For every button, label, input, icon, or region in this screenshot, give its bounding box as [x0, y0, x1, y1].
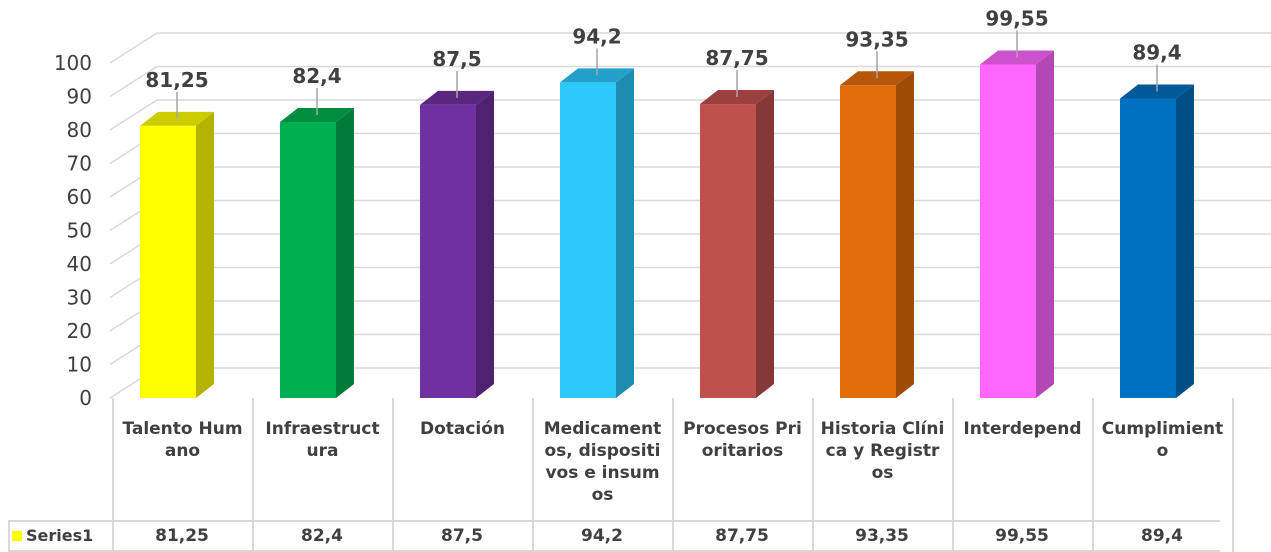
bar: [280, 107, 354, 399]
table-bottom-border: [8, 550, 1220, 552]
bar-front: [700, 104, 756, 398]
data-label: 89,4: [1132, 41, 1181, 65]
bar: [140, 111, 214, 398]
table-column-divider: [112, 398, 114, 552]
series-color-key: [12, 530, 22, 541]
table-column-divider: [392, 398, 394, 552]
category-label: Procesos Prioritarios: [683, 419, 802, 461]
bar: [980, 50, 1054, 398]
bar: [1120, 84, 1194, 398]
category-label: Talento Humano: [122, 419, 243, 461]
y-tick-label: 0: [79, 386, 92, 410]
bar-side: [616, 68, 634, 399]
y-axis-ticks: 0 10 20 30 40 50 60 70 80 90 100: [54, 51, 92, 410]
table-column-divider: [672, 398, 674, 552]
table-value: 94,2: [581, 526, 623, 546]
table-value: 93,35: [855, 526, 909, 546]
gridline-diagonal: [109, 32, 158, 64]
data-label: 94,2: [572, 24, 621, 48]
bar-front: [840, 85, 896, 398]
series-name: Series1: [26, 526, 94, 545]
bar-front: [140, 125, 196, 398]
bar: [700, 90, 774, 398]
bar-side: [476, 90, 494, 398]
bar: [840, 71, 914, 398]
data-label: 99,55: [985, 7, 1048, 31]
bar-side: [896, 71, 914, 398]
series-legend: Series1: [12, 524, 93, 548]
table-left-border: [8, 520, 10, 552]
table-value: 87,5: [441, 526, 483, 546]
y-tick-label: 100: [54, 51, 92, 75]
gridline-diagonal: [109, 99, 158, 131]
table-column-divider: [1092, 398, 1094, 552]
table-column-divider: [532, 398, 534, 552]
y-tick-label: 20: [67, 319, 92, 343]
bar-side: [196, 111, 214, 398]
bar: [420, 90, 494, 398]
data-label: 87,75: [705, 46, 768, 70]
bar-front: [1120, 98, 1176, 398]
table-column-divider: [952, 398, 954, 552]
bar: [560, 68, 634, 399]
table-value: 87,75: [715, 526, 769, 546]
data-label: 81,25: [145, 68, 208, 92]
bar-side: [336, 107, 354, 399]
bars: [140, 50, 1194, 399]
category-label: Cumplimiento: [1101, 419, 1224, 461]
table-value: 81,25: [155, 526, 209, 546]
data-label: 87,5: [432, 47, 481, 71]
y-tick-label: 60: [67, 185, 92, 209]
y-tick-label: 80: [67, 118, 92, 142]
table-value: 99,55: [995, 526, 1049, 546]
data-label: 82,4: [292, 64, 341, 88]
table-row-divider: [8, 520, 1220, 522]
bar-side: [1036, 50, 1054, 398]
bar-side: [1176, 84, 1194, 398]
y-tick-label: 30: [67, 286, 92, 310]
bar-front: [280, 121, 336, 399]
table-value: 89,4: [1141, 526, 1183, 546]
bar-front: [980, 64, 1036, 398]
category-label: Dotación: [419, 419, 506, 439]
table-column-divider: [1232, 398, 1234, 552]
y-tick-label: 70: [67, 152, 92, 176]
gridline-diagonal: [109, 65, 158, 98]
y-tick-label: 10: [67, 353, 92, 377]
y-tick-label: 50: [67, 219, 92, 243]
table-value: 82,4: [301, 526, 343, 546]
category-label: Historia Clínica y Registros: [820, 419, 945, 483]
y-tick-label: 90: [67, 85, 92, 109]
category-label: Infraestructura: [265, 419, 380, 461]
data-label: 93,35: [845, 27, 908, 51]
bar-front: [560, 82, 616, 399]
y-tick-label: 40: [67, 252, 92, 276]
bar-side: [756, 90, 774, 398]
category-label: Medicamentos, dispositivos e insumos: [543, 419, 662, 505]
table-column-divider: [812, 398, 814, 552]
category-label: Interdepend: [963, 419, 1082, 439]
data-labels: 81,25 82,4 87,5 94,2 87,75 93,35 99,55 89,4: [145, 7, 1182, 119]
bar-front: [420, 104, 476, 398]
table-column-divider: [252, 398, 254, 552]
